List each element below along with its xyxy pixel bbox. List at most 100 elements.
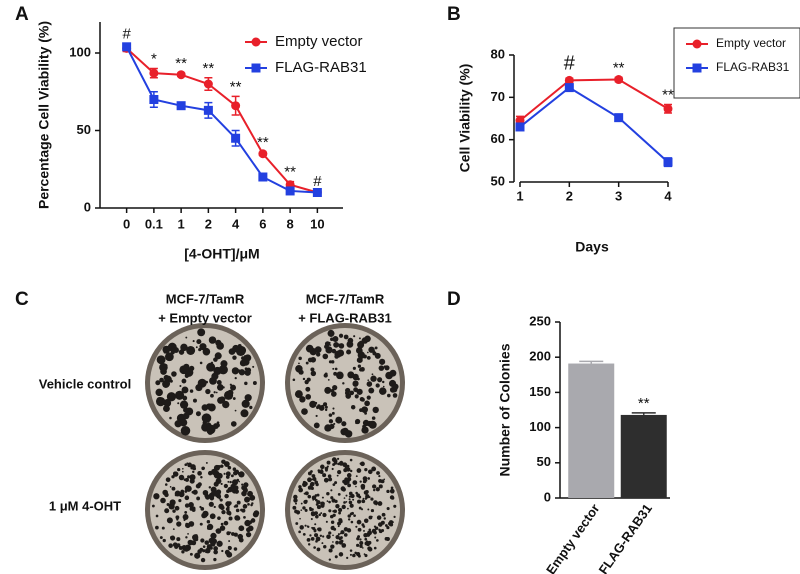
colony bbox=[174, 420, 182, 428]
colony bbox=[323, 402, 328, 407]
colony bbox=[183, 363, 190, 371]
colony bbox=[184, 510, 188, 514]
colony bbox=[374, 536, 377, 539]
colony bbox=[301, 408, 308, 415]
colony bbox=[295, 502, 297, 505]
colony bbox=[202, 385, 205, 387]
colony bbox=[363, 553, 366, 555]
colony bbox=[363, 518, 369, 524]
colony bbox=[247, 502, 250, 506]
colony bbox=[252, 365, 255, 368]
colony bbox=[173, 471, 179, 477]
colony bbox=[338, 343, 345, 349]
colony bbox=[317, 469, 321, 472]
colony bbox=[186, 462, 189, 465]
colony bbox=[230, 421, 237, 427]
colony bbox=[220, 505, 225, 510]
colony bbox=[244, 369, 251, 376]
colony bbox=[353, 514, 356, 518]
colony bbox=[175, 515, 180, 520]
colony bbox=[328, 419, 334, 424]
colony bbox=[206, 424, 216, 435]
colony bbox=[174, 505, 180, 511]
colony bbox=[227, 501, 232, 505]
colony bbox=[349, 469, 353, 473]
colony bbox=[199, 505, 202, 509]
y-tick-label: 150 bbox=[529, 384, 551, 399]
colony bbox=[215, 478, 222, 484]
colony bbox=[365, 494, 370, 499]
colony bbox=[185, 336, 188, 339]
colony bbox=[328, 548, 333, 553]
colony bbox=[302, 532, 306, 536]
annotation: ** bbox=[284, 164, 296, 181]
x-tick-label: 4 bbox=[664, 188, 672, 203]
colony bbox=[181, 386, 189, 394]
colony bbox=[246, 527, 251, 533]
colony bbox=[298, 487, 303, 493]
colony bbox=[362, 497, 365, 500]
colony bbox=[335, 540, 339, 545]
colony bbox=[339, 536, 343, 540]
colony bbox=[197, 328, 206, 337]
colony bbox=[386, 489, 390, 494]
colony bbox=[241, 483, 244, 486]
colony bbox=[330, 496, 334, 500]
colony bbox=[322, 512, 327, 518]
colony bbox=[334, 354, 339, 359]
x-tick-label: 0 bbox=[123, 216, 130, 231]
colony bbox=[307, 543, 311, 546]
colony bbox=[241, 399, 250, 408]
colony bbox=[343, 501, 346, 504]
colony bbox=[295, 522, 299, 525]
colony bbox=[213, 490, 221, 497]
colony bbox=[375, 383, 380, 388]
colony bbox=[355, 475, 358, 478]
colony bbox=[386, 526, 390, 530]
colony bbox=[178, 545, 183, 550]
colony bbox=[324, 408, 328, 412]
colony bbox=[293, 494, 298, 500]
colony bbox=[332, 385, 338, 391]
colony bbox=[202, 545, 206, 548]
line bbox=[519, 86, 669, 163]
colony bbox=[201, 512, 207, 519]
colony bbox=[376, 539, 379, 542]
colony bbox=[304, 524, 307, 527]
marker bbox=[231, 101, 241, 111]
marker bbox=[312, 188, 322, 197]
colony bbox=[296, 510, 301, 515]
colony bbox=[164, 492, 169, 498]
y-tick-label: 50 bbox=[491, 173, 505, 188]
colony bbox=[307, 525, 310, 528]
colony bbox=[358, 506, 362, 510]
colony bbox=[361, 426, 369, 434]
colony bbox=[320, 512, 323, 515]
legend-label: FLAG-RAB31 bbox=[716, 60, 790, 74]
colony bbox=[185, 495, 189, 499]
colony bbox=[251, 502, 254, 505]
colony bbox=[364, 541, 369, 546]
colony bbox=[347, 483, 352, 488]
colony bbox=[346, 464, 350, 468]
colony bbox=[336, 349, 345, 357]
x-tick-label: Empty vector bbox=[543, 501, 603, 574]
colony bbox=[340, 530, 345, 535]
colony bbox=[321, 542, 324, 545]
colony bbox=[304, 491, 309, 496]
marker bbox=[149, 68, 159, 78]
colony bbox=[368, 346, 375, 353]
colony bbox=[357, 499, 362, 504]
colony bbox=[195, 411, 201, 417]
colony bbox=[294, 390, 303, 399]
colony bbox=[232, 397, 236, 400]
x-tick-label: 8 bbox=[287, 216, 294, 231]
colony bbox=[220, 522, 224, 526]
colony bbox=[215, 529, 219, 532]
colony bbox=[302, 377, 306, 381]
colony bbox=[310, 367, 315, 372]
colony bbox=[234, 489, 239, 494]
colony bbox=[304, 508, 308, 512]
colony bbox=[359, 544, 363, 548]
